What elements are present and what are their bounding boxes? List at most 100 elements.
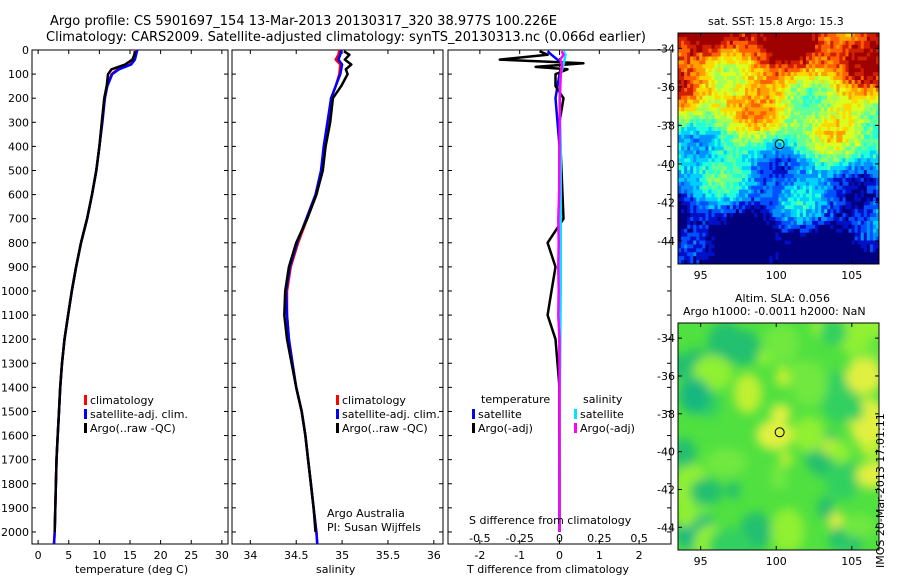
sst-cell: [854, 244, 859, 249]
sst-cell: [678, 177, 682, 183]
sst-cell: [708, 166, 712, 171]
sst-cell: [757, 99, 761, 104]
sst-cell: [875, 220, 880, 226]
sst-cell: [708, 76, 712, 81]
sst-cell: [696, 154, 700, 159]
sst-cell: [729, 213, 734, 218]
sst-cell: [690, 185, 694, 191]
sst-cell: [821, 99, 825, 104]
sst-cell: [748, 217, 752, 222]
sst-cell: [760, 91, 764, 97]
sst-cell: [693, 91, 697, 97]
sst-cell: [787, 52, 792, 57]
sst-cell: [805, 60, 810, 65]
depth-tick-label: 500: [8, 164, 29, 177]
sst-cell: [708, 72, 712, 77]
sst-cell: [705, 138, 709, 144]
sst-cell: [854, 95, 859, 100]
sst-cell: [757, 232, 761, 237]
sst-cell: [757, 87, 761, 93]
sst-cell: [766, 76, 770, 81]
sst-cell: [802, 68, 807, 73]
sst-cell: [842, 201, 846, 206]
sst-cell: [815, 213, 819, 218]
sst-cell: [784, 252, 789, 257]
sst-cell: [796, 40, 801, 46]
sst-cell: [702, 83, 706, 89]
sst-cell: [766, 220, 770, 226]
sst-cell: [799, 162, 804, 167]
sst-cell: [818, 119, 822, 124]
sst-cell: [775, 48, 779, 53]
sst-cell: [735, 33, 740, 38]
sst-cell: [802, 205, 807, 210]
sst-cell: [851, 134, 856, 140]
sst-cell: [863, 185, 868, 191]
sst-cell: [717, 126, 722, 132]
sst-cell: [760, 48, 764, 53]
sst-cell: [875, 130, 880, 136]
sst-cell: [796, 76, 801, 81]
sst-cell: [793, 115, 798, 120]
sst-cell: [751, 177, 755, 183]
sst-cell: [714, 103, 718, 108]
sst-cell: [781, 33, 785, 38]
sst-cell: [699, 72, 703, 77]
sst-cell: [824, 119, 828, 124]
sst-cell: [735, 87, 740, 93]
sst-cell: [784, 185, 789, 191]
sst-cell: [787, 213, 792, 218]
sst-cell: [705, 119, 709, 124]
sst-cell: [799, 83, 804, 89]
sst-cell: [860, 103, 865, 108]
sst-cell: [766, 91, 770, 97]
sst-cell: [732, 119, 737, 124]
sst-cell: [778, 76, 782, 81]
sst_map-xtick-label: 105: [841, 269, 862, 282]
sst-cell: [824, 181, 828, 187]
sst-cell: [714, 189, 718, 194]
sst-cell: [790, 44, 795, 50]
sst-cell: [845, 197, 849, 202]
sst-cell: [830, 72, 834, 77]
sst-cell: [720, 56, 725, 61]
sla-blob: [763, 323, 800, 364]
sst-cell: [708, 217, 712, 222]
sst-cell: [802, 185, 807, 191]
sla-blob: [771, 508, 805, 550]
sst-cell: [802, 252, 807, 257]
difference-series-argo-adj-: [557, 50, 565, 532]
sst-cell: [860, 197, 865, 202]
sst-cell: [778, 170, 782, 175]
sst-cell: [845, 76, 849, 81]
sst-cell: [839, 189, 843, 194]
sst-cell: [745, 79, 749, 85]
sst-cell: [696, 189, 700, 194]
sst-cell: [772, 185, 776, 191]
sst-cell: [723, 162, 728, 167]
sst-cell: [869, 224, 874, 230]
sst-cell: [760, 56, 764, 61]
sst-cell: [851, 201, 856, 206]
sst-cell: [842, 99, 846, 104]
sst-cell: [872, 205, 877, 210]
sst-cell: [808, 197, 813, 202]
sst-cell: [696, 115, 700, 120]
sst-cell: [851, 99, 856, 104]
depth-tick-label: 1300: [1, 357, 29, 370]
sst-cell: [824, 154, 828, 159]
sst-cell: [735, 68, 740, 73]
sst-cell: [799, 130, 804, 136]
sst-cell: [720, 236, 725, 241]
sst-cell: [869, 134, 874, 140]
sst-cell: [863, 33, 868, 38]
sst-cell: [754, 228, 758, 234]
sst-cell: [693, 252, 697, 257]
sst-cell: [732, 130, 737, 136]
sst-cell: [699, 36, 703, 42]
sst-cell: [745, 91, 749, 97]
sst-cell: [769, 150, 773, 155]
sst-cell: [875, 150, 880, 155]
sst-cell: [717, 252, 722, 257]
sst-cell: [763, 126, 767, 132]
